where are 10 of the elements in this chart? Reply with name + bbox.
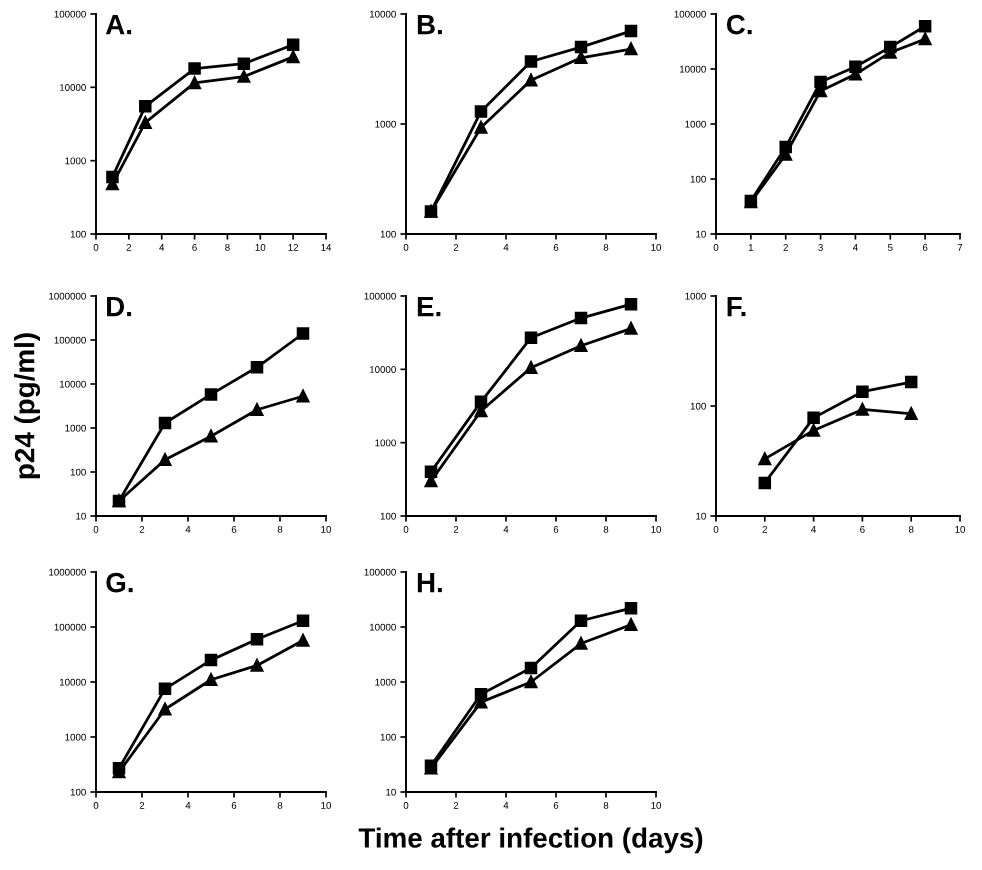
chart-title: E. bbox=[417, 297, 441, 317]
chart-title: H. bbox=[417, 573, 442, 593]
x-axis-title: Time after infection (days) bbox=[358, 827, 703, 854]
chart-title: C. bbox=[726, 14, 752, 35]
chart-title: A. bbox=[105, 15, 132, 35]
chart-title: F. bbox=[727, 297, 746, 317]
chart-title: G. bbox=[106, 572, 133, 593]
y-axis-title: p24 (pg/ml) bbox=[14, 333, 41, 479]
chart-title: D. bbox=[107, 297, 132, 317]
chart-title: B. bbox=[417, 15, 442, 35]
